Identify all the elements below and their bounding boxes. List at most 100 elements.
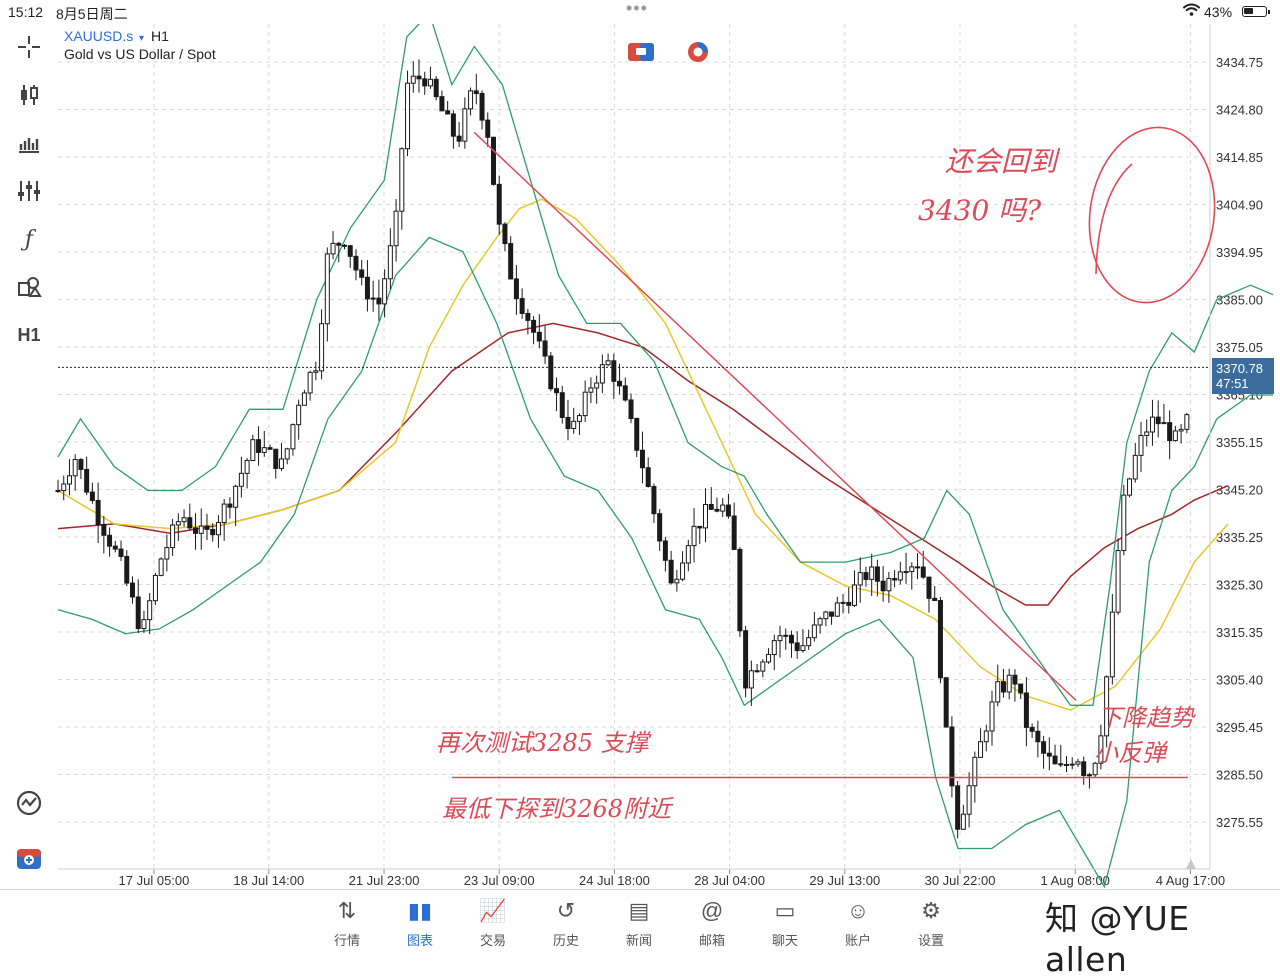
candle-body bbox=[634, 417, 640, 451]
y-tick-label: 3355.15 bbox=[1216, 435, 1263, 450]
status-bar: 15:12 8月5日周二 ••• 43% bbox=[0, 0, 1280, 24]
candle-body bbox=[124, 555, 130, 584]
candle-body bbox=[233, 485, 239, 508]
candle-body bbox=[399, 148, 405, 212]
x-tick-label: 1 Aug 08:00 bbox=[1041, 873, 1110, 888]
objects-icon[interactable] bbox=[14, 272, 44, 302]
candle-body bbox=[1092, 762, 1098, 776]
watermark: 知 @YUE allen bbox=[1045, 899, 1190, 979]
y-tick-label: 3345.20 bbox=[1216, 483, 1263, 498]
candle-body bbox=[135, 596, 141, 629]
candle-body bbox=[897, 571, 903, 581]
trade-plus-icon[interactable] bbox=[14, 844, 44, 874]
candle-body bbox=[834, 602, 840, 617]
current-price-tag: 3370.78 47:51 bbox=[1212, 358, 1274, 394]
candle-body bbox=[611, 360, 617, 382]
candle-body bbox=[800, 645, 806, 652]
multitask-dots-icon[interactable]: ••• bbox=[626, 0, 648, 18]
price-chart[interactable]: 3434.75 3424.80 3414.85 3404.90 3394.95 3385.… bbox=[0, 24, 1280, 890]
candle-body bbox=[273, 448, 279, 469]
candle-body bbox=[863, 572, 869, 580]
y-tick-label: 3385.00 bbox=[1216, 293, 1263, 308]
candle-body bbox=[107, 534, 113, 547]
candle-body bbox=[1155, 416, 1161, 425]
function-icon[interactable]: ƒ bbox=[24, 226, 34, 252]
candle-body bbox=[1052, 755, 1058, 765]
tab-arrows-updown[interactable]: ⇅ 行情 bbox=[315, 898, 379, 949]
tab-account[interactable]: ☺ 账户 bbox=[826, 898, 890, 949]
y-tick-label: 3275.55 bbox=[1216, 815, 1263, 830]
tab-candles[interactable]: ▮▮ 图表 bbox=[388, 898, 452, 949]
candle-body bbox=[777, 635, 783, 642]
settings-sliders-icon[interactable] bbox=[14, 176, 44, 206]
candle-body bbox=[296, 404, 302, 426]
candle-body bbox=[915, 566, 921, 569]
crosshair-icon[interactable] bbox=[14, 32, 44, 62]
candle-body bbox=[347, 245, 353, 257]
tab-chat[interactable]: ▭ 聊天 bbox=[753, 898, 817, 949]
candle-body bbox=[1041, 741, 1047, 754]
candle-body bbox=[250, 439, 256, 461]
candle-body bbox=[468, 90, 474, 110]
left-toolbar: ƒ H1 bbox=[0, 24, 58, 870]
tab-news[interactable]: ▤ 新闻 bbox=[607, 898, 671, 949]
candle-body bbox=[1149, 416, 1155, 433]
candle-body bbox=[680, 562, 686, 580]
candle-body bbox=[909, 566, 915, 573]
candle-body bbox=[479, 93, 485, 121]
candle-body bbox=[382, 278, 388, 305]
current-price-label: 3370.78 bbox=[1216, 361, 1263, 376]
timeframe-label[interactable]: H1 bbox=[151, 28, 169, 44]
symbol-label[interactable]: XAUUSD.s bbox=[64, 28, 133, 44]
candle-body bbox=[513, 278, 519, 300]
candle-body bbox=[66, 475, 72, 485]
signal-icon[interactable] bbox=[688, 42, 708, 62]
candle-body bbox=[960, 813, 966, 830]
candle-body bbox=[651, 485, 657, 515]
candle-body bbox=[301, 392, 307, 406]
candle-body bbox=[307, 371, 313, 394]
candle-body bbox=[141, 619, 147, 629]
candle-body bbox=[353, 255, 359, 271]
tab-at[interactable]: @ 邮箱 bbox=[680, 898, 744, 949]
arrows-updown-icon: ⇅ bbox=[337, 898, 357, 923]
x-tick-label: 4 Aug 17:00 bbox=[1156, 873, 1225, 888]
candle-body bbox=[657, 513, 663, 542]
candle-body bbox=[1178, 428, 1184, 432]
symbol-dropdown-icon[interactable]: ▾ bbox=[139, 33, 144, 44]
candle-body bbox=[628, 399, 634, 419]
candle-body bbox=[342, 244, 348, 247]
market-watch-icon[interactable] bbox=[14, 788, 44, 818]
candle-body bbox=[227, 503, 233, 508]
one-click-trade-icon[interactable] bbox=[628, 43, 654, 61]
y-tick-label: 3295.45 bbox=[1216, 720, 1263, 735]
tab-history[interactable]: ↺ 历史 bbox=[534, 898, 598, 949]
candle-body bbox=[221, 503, 227, 524]
y-tick-label: 3315.35 bbox=[1216, 625, 1263, 640]
candle-body bbox=[588, 387, 594, 393]
timeframe-button[interactable]: H1 bbox=[17, 324, 41, 345]
candle-body bbox=[840, 601, 846, 604]
candle-body bbox=[496, 183, 502, 225]
candle-body bbox=[703, 504, 709, 529]
candle-body bbox=[743, 630, 749, 689]
wifi-icon bbox=[1183, 3, 1200, 19]
candle-body bbox=[714, 508, 720, 512]
candle-body bbox=[1109, 611, 1115, 678]
candle-body bbox=[359, 269, 365, 278]
tab-gear[interactable]: ⚙ 设置 bbox=[899, 898, 963, 949]
x-tick-label: 29 Jul 13:00 bbox=[809, 873, 880, 888]
candle-body bbox=[284, 448, 290, 460]
candle-body bbox=[817, 618, 823, 626]
candle-body bbox=[147, 600, 153, 621]
candle-body bbox=[622, 385, 628, 401]
chart-type-icon[interactable] bbox=[14, 80, 44, 110]
y-tick-label: 3434.75 bbox=[1216, 55, 1263, 70]
history-icon: ↺ bbox=[556, 898, 576, 923]
candle-body bbox=[502, 223, 508, 245]
tab-trend-chart[interactable]: 📈 交易 bbox=[461, 898, 525, 949]
candle-body bbox=[490, 136, 496, 185]
scroll-to-end-icon[interactable] bbox=[1186, 859, 1196, 869]
indicators-icon[interactable] bbox=[14, 128, 44, 158]
candle-body bbox=[1172, 430, 1178, 442]
